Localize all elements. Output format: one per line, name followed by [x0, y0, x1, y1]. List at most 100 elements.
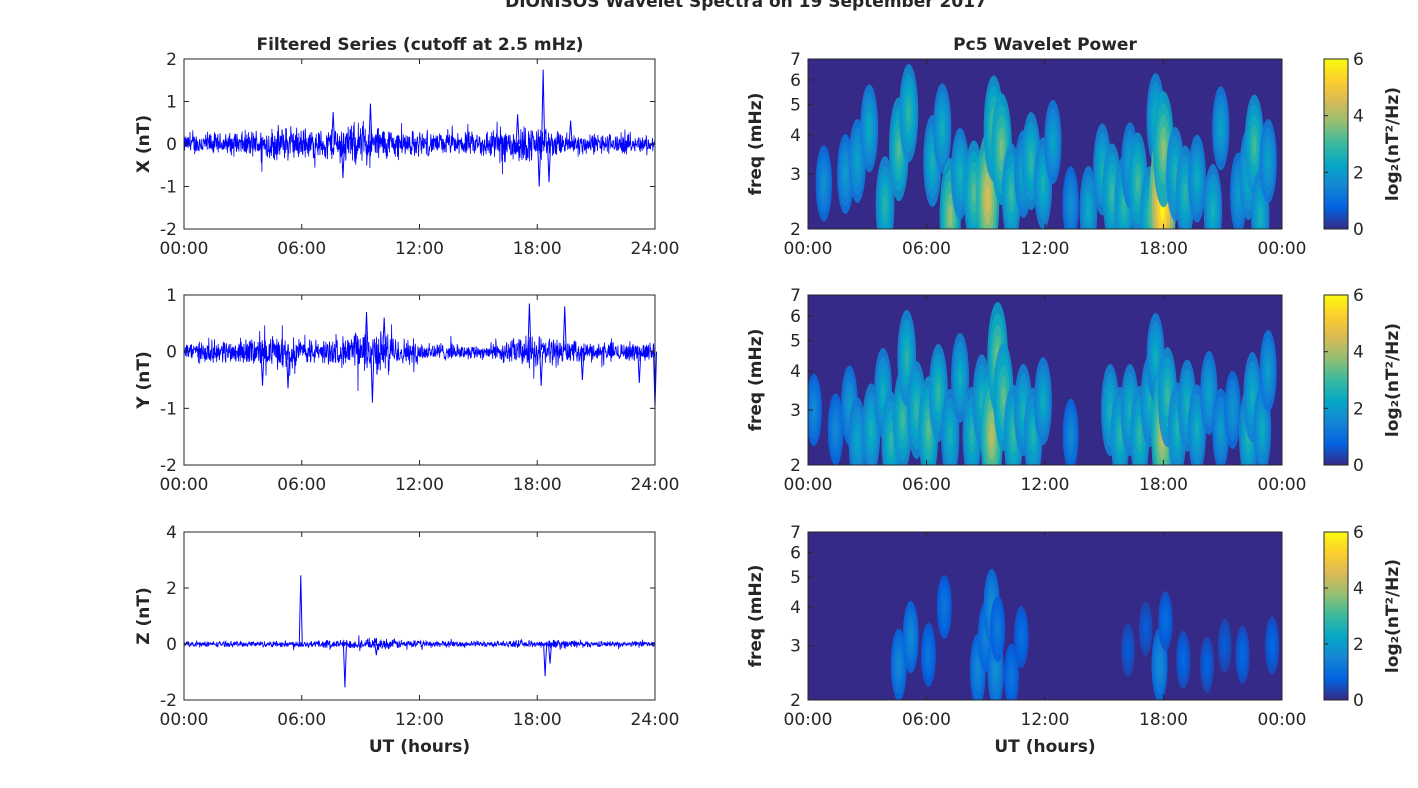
y-tick-label: 1	[166, 93, 177, 113]
power-burst	[1219, 119, 1223, 137]
power-burst	[976, 662, 980, 678]
power-burst	[958, 368, 962, 387]
plot-area	[184, 532, 655, 700]
power-burst	[896, 138, 901, 160]
y-tick-label: 4	[166, 523, 177, 543]
series-spike	[368, 103, 373, 145]
burst-group	[890, 569, 1280, 700]
power-burst	[1219, 421, 1223, 438]
power-burst	[1108, 400, 1112, 420]
colorbar-tick-label: 2	[1353, 399, 1364, 419]
power-burst	[1185, 396, 1190, 415]
x-tick-label: 18:00	[1139, 239, 1188, 259]
y-tick-label: 6	[790, 71, 801, 91]
series-spike	[370, 351, 375, 403]
power-burst	[1144, 623, 1148, 635]
x-tick-label: 12:00	[395, 710, 444, 730]
power-burst	[1236, 185, 1241, 202]
power-burst	[867, 119, 872, 138]
series-trace	[183, 324, 656, 391]
series-spike	[537, 143, 542, 187]
power-burst	[909, 629, 913, 645]
power-burst	[1164, 615, 1167, 628]
power-burst	[1069, 427, 1073, 442]
colorbar-tick-label: 6	[1353, 50, 1364, 70]
power-burst	[812, 402, 816, 418]
series-spike	[340, 143, 345, 179]
colorbar-tick-label: 0	[1353, 456, 1364, 476]
x-tick-label: 18:00	[513, 239, 562, 259]
y-axis-label: Y (nT)	[134, 351, 154, 409]
power-burst	[1041, 174, 1045, 193]
y-tick-label: 0	[166, 135, 177, 155]
power-burst	[1019, 630, 1023, 644]
x-tick-label: 18:00	[513, 475, 562, 495]
power-burst	[1173, 164, 1178, 184]
power-burst	[1270, 639, 1274, 652]
series-spike	[568, 120, 573, 145]
y-tick-label: 2	[790, 220, 801, 240]
timeseries-panel: -2 -1 0 1 00:00 06:00 12:00 18:00 24:00 Y (nT)	[134, 286, 680, 495]
y-tick-label: 5	[790, 96, 801, 116]
power-burst	[942, 600, 946, 614]
y-tick-label: -1	[160, 399, 177, 419]
x-tick-label: 00:00	[1258, 475, 1307, 495]
x-tick-label: 00:00	[160, 475, 209, 495]
power-burst	[855, 152, 860, 170]
power-burst	[906, 103, 911, 123]
burst-group	[808, 302, 1277, 465]
series-spike	[562, 306, 567, 352]
power-burst	[1110, 183, 1115, 204]
power-burst	[1175, 419, 1180, 439]
colorbar	[1323, 531, 1349, 701]
x-tick-label: 06:00	[277, 710, 326, 730]
power-burst	[889, 430, 893, 451]
series-trace	[183, 635, 656, 652]
power-burst	[940, 119, 945, 138]
x-tick-label: 06:00	[902, 239, 951, 259]
power-burst	[1009, 183, 1014, 204]
power-burst	[993, 662, 998, 678]
power-burst	[883, 194, 887, 214]
power-burst	[989, 422, 994, 448]
power-burst	[1009, 669, 1013, 682]
power-burst	[999, 138, 1004, 161]
series-spike	[547, 143, 552, 183]
y-tick-label: 6	[790, 544, 801, 564]
x-axis-label: UT (hours)	[994, 737, 1095, 757]
y-tick-label: 4	[790, 598, 801, 618]
power-burst	[1021, 400, 1026, 420]
series-spike	[364, 311, 369, 352]
burst-group	[815, 64, 1277, 229]
power-burst	[1207, 384, 1211, 402]
power-burst	[1041, 392, 1045, 411]
power-burst	[1165, 387, 1170, 408]
y-tick-label: 5	[790, 568, 801, 588]
series-spike	[543, 643, 548, 677]
x-tick-label: 12:00	[395, 239, 444, 259]
power-burst	[958, 164, 962, 184]
power-burst	[1128, 400, 1132, 420]
power-burst	[1266, 152, 1270, 170]
series-spike	[298, 575, 303, 645]
power-burst	[1260, 420, 1265, 439]
series-spike	[580, 351, 585, 381]
y-tick-label: 3	[790, 637, 801, 657]
x-tick-label: 00:00	[784, 710, 833, 730]
colorbar-tick-label: 2	[1353, 163, 1364, 183]
plot-area	[184, 295, 655, 465]
power-burst	[1126, 644, 1130, 656]
x-tick-label: 00:00	[784, 239, 833, 259]
series-trace	[183, 120, 656, 175]
figure-title: DIONISOS Wavelet Spectra on 19 September…	[505, 0, 987, 12]
colorbar-tick-label: 4	[1353, 343, 1364, 363]
timeseries-panel: -2 -1 0 1 2 00:00 06:00 12:00 18:00 24:00 X (nT)	[134, 50, 680, 259]
x-axis-label: UT (hours)	[369, 737, 470, 757]
power-burst	[1161, 137, 1166, 161]
power-burst	[996, 622, 1000, 636]
power-burst	[1137, 424, 1142, 445]
power-burst	[1001, 386, 1006, 408]
power-burst	[930, 151, 935, 171]
